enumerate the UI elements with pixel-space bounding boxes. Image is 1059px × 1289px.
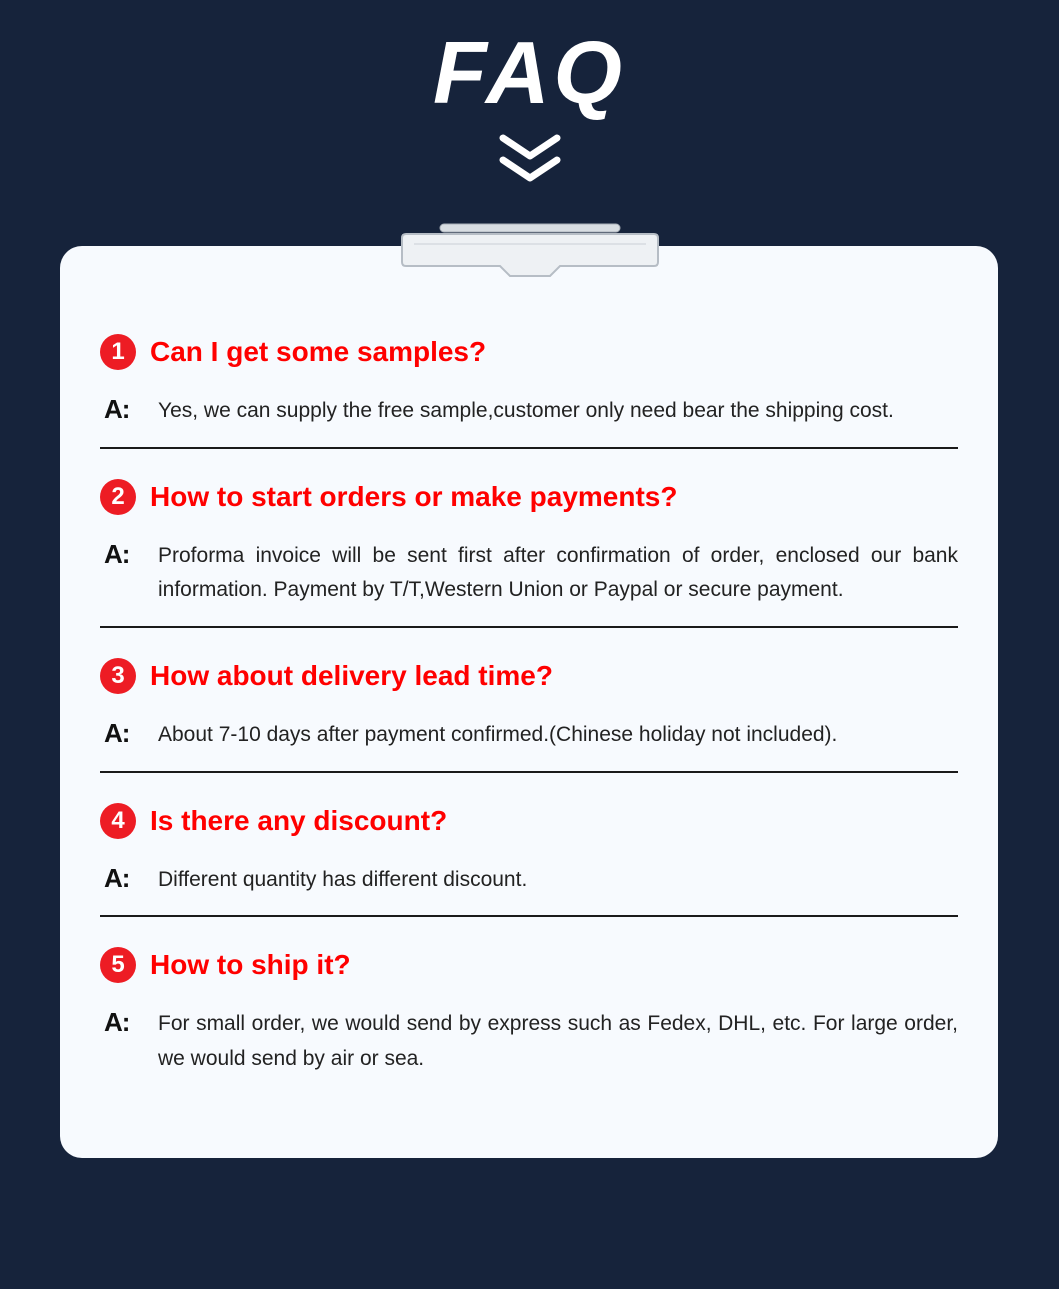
question-row: 5 How to ship it? <box>100 947 958 983</box>
question-text: Is there any discount? <box>150 805 447 837</box>
answer-row: A: Yes, we can supply the free sample,cu… <box>100 394 958 429</box>
answer-label: A: <box>104 1007 146 1038</box>
faq-item: 1 Can I get some samples? A: Yes, we can… <box>100 334 958 449</box>
answer-row: A: For small order, we would send by exp… <box>100 1007 958 1076</box>
answer-text: Different quantity has different discoun… <box>158 863 958 898</box>
question-row: 4 Is there any discount? <box>100 803 958 839</box>
answer-text: For small order, we would send by expres… <box>158 1007 958 1076</box>
question-row: 1 Can I get some samples? <box>100 334 958 370</box>
answer-text: Yes, we can supply the free sample,custo… <box>158 394 958 429</box>
answer-text: Proforma invoice will be sent first afte… <box>158 539 958 608</box>
answer-label: A: <box>104 539 146 570</box>
faq-item: 3 How about delivery lead time? A: About… <box>100 658 958 773</box>
question-number-badge: 1 <box>100 334 136 370</box>
answer-row: A: Proforma invoice will be sent first a… <box>100 539 958 608</box>
question-number-badge: 4 <box>100 803 136 839</box>
question-row: 3 How about delivery lead time? <box>100 658 958 694</box>
question-text: How to ship it? <box>150 949 351 981</box>
answer-label: A: <box>104 394 146 425</box>
answer-row: A: Different quantity has different disc… <box>100 863 958 898</box>
faq-item: 5 How to ship it? A: For small order, we… <box>100 947 958 1076</box>
answer-label: A: <box>104 863 146 894</box>
answer-row: A: About 7-10 days after payment confirm… <box>100 718 958 753</box>
chevron-down-icon <box>0 134 1059 190</box>
faq-item: 4 Is there any discount? A: Different qu… <box>100 803 958 918</box>
question-text: Can I get some samples? <box>150 336 486 368</box>
faq-card: 1 Can I get some samples? A: Yes, we can… <box>60 246 998 1158</box>
faq-item: 2 How to start orders or make payments? … <box>100 479 958 628</box>
answer-text: About 7-10 days after payment confirmed.… <box>158 718 958 753</box>
question-number-badge: 5 <box>100 947 136 983</box>
page-title: FAQ <box>0 0 1059 124</box>
answer-label: A: <box>104 718 146 749</box>
question-row: 2 How to start orders or make payments? <box>100 479 958 515</box>
question-number-badge: 3 <box>100 658 136 694</box>
question-text: How to start orders or make payments? <box>150 481 677 513</box>
question-number-badge: 2 <box>100 479 136 515</box>
clipboard-clip-icon <box>400 222 660 287</box>
question-text: How about delivery lead time? <box>150 660 553 692</box>
